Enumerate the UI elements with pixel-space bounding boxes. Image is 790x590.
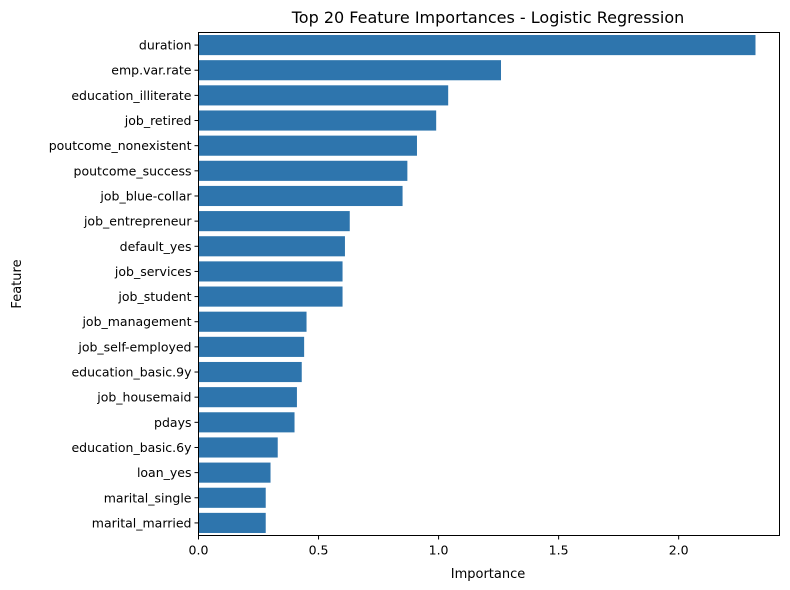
y-tick-label: education_basic.9y: [71, 365, 192, 380]
y-tick-label: job_student: [117, 289, 191, 304]
bars-group: [198, 35, 756, 533]
y-tick-label: job_blue-collar: [99, 188, 192, 203]
y-tick-label: job_housemaid: [96, 390, 191, 405]
x-tick-label: 0.0: [189, 543, 209, 558]
x-tick-label: 1.5: [549, 543, 569, 558]
y-tick-label: job_retired: [124, 113, 192, 128]
bar-education_illiterate: [198, 85, 449, 106]
y-tick-label: poutcome_nonexistent: [49, 138, 192, 153]
bar-pdays: [198, 412, 295, 433]
y-tick-label: job_services: [114, 264, 192, 279]
y-tick-label: job_self-employed: [77, 339, 191, 354]
y-tick-label: emp.var.rate: [111, 63, 191, 78]
x-axis-label: Importance: [451, 567, 526, 582]
x-axis-ticks: 0.0 0.5 1.0 1.5 2.0: [189, 535, 689, 558]
bar-poutcome_success: [198, 160, 408, 181]
y-tick-label: pdays: [154, 415, 191, 430]
bar-loan_yes: [198, 462, 271, 483]
bar-job_entrepreneur: [198, 211, 350, 232]
bar-poutcome_nonexistent: [198, 135, 417, 156]
y-tick-label: education_illiterate: [71, 88, 191, 103]
bar-duration: [198, 35, 756, 56]
y-tick-label: education_basic.6y: [71, 440, 192, 455]
bar-job_retired: [198, 110, 437, 131]
bar-marital_single: [198, 487, 266, 508]
y-tick-label: poutcome_success: [74, 163, 192, 178]
y-tick-label: job_entrepreneur: [83, 214, 192, 229]
y-tick-label: duration: [139, 38, 192, 53]
bar-job_student: [198, 286, 343, 307]
plot-frame: [198, 32, 780, 536]
y-axis-ticks: duration emp.var.rate education_illiterate…: [49, 38, 199, 530]
bar-education_basic.9y: [198, 361, 302, 383]
bar-marital_married: [198, 512, 266, 533]
x-tick-label: 2.0: [669, 543, 689, 558]
x-tick-label: 0.5: [309, 543, 329, 558]
y-tick-label: marital_single: [104, 490, 192, 505]
y-tick-label: marital_married: [92, 515, 192, 530]
y-tick-label: default_yes: [120, 239, 192, 254]
bar-education_basic.6y: [198, 437, 278, 458]
y-tick-label: job_management: [81, 314, 191, 329]
x-tick-label: 1.0: [429, 543, 449, 558]
bar-job_services: [198, 261, 343, 282]
chart-title: Top 20 Feature Importances - Logistic Re…: [291, 8, 685, 27]
bar-job_self-employed: [198, 336, 305, 357]
bar-default_yes: [198, 236, 345, 257]
y-tick-label: loan_yes: [137, 465, 192, 480]
bar-job_blue-collar: [198, 185, 403, 207]
bar-job_housemaid: [198, 387, 297, 408]
y-axis-label: Feature: [10, 259, 25, 308]
bar-emp.var.rate: [198, 60, 502, 81]
bar-job_management: [198, 311, 307, 332]
